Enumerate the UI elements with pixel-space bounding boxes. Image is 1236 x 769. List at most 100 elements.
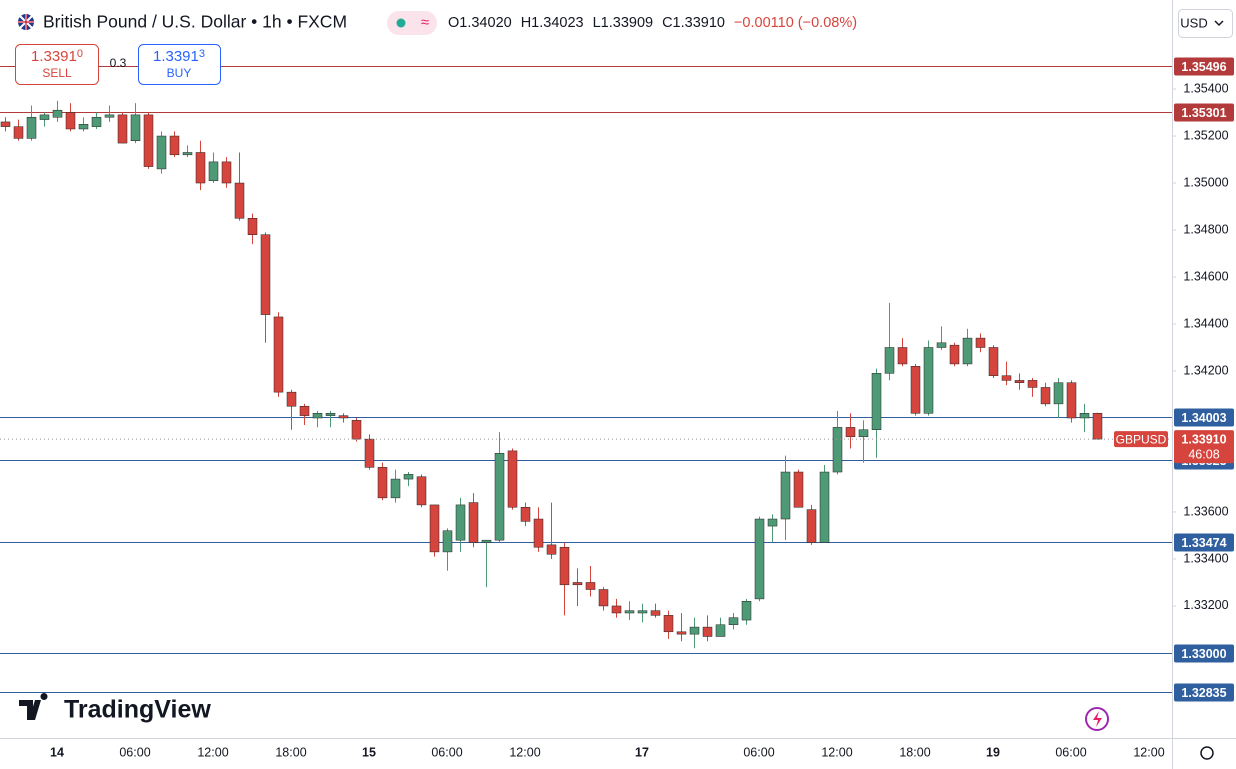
candle-body: [260, 234, 271, 315]
flag-cross-red: [18, 14, 34, 30]
candle-body: [455, 504, 466, 541]
flash-icon[interactable]: [1085, 707, 1109, 731]
level-label: 1.33474: [1181, 536, 1226, 550]
y-tick-label: 1.34200: [1183, 363, 1228, 377]
buy-button[interactable]: [138, 44, 221, 85]
brand: TradingView: [64, 696, 211, 724]
candle-body: [858, 429, 869, 438]
level-label-box: [1174, 103, 1234, 122]
candle-body: [338, 415, 349, 419]
x-tick-label: 06:00: [743, 745, 774, 759]
x-tick-label: 17: [635, 745, 649, 759]
candle-body: [1014, 380, 1025, 383]
candle-body: [637, 610, 648, 614]
candle-body: [91, 116, 102, 127]
candle-body: [663, 615, 674, 633]
candle-body: [624, 610, 635, 614]
level-label: 1.32835: [1181, 686, 1226, 700]
candle-body: [403, 474, 414, 480]
candle-body: [1001, 375, 1012, 381]
candle-body: [130, 114, 141, 141]
candle-body: [676, 631, 687, 635]
buy-price: 1.33913: [153, 48, 205, 65]
x-tick-label: 14: [50, 745, 64, 759]
candle-body: [533, 518, 544, 548]
candle-body: [806, 509, 817, 543]
ohlc-item: O1.34020: [448, 15, 512, 31]
y-tick-label: 1.33600: [1183, 504, 1228, 518]
candle-body: [429, 504, 440, 553]
currency-select[interactable]: [1178, 9, 1233, 38]
y-tick-label: 1.35400: [1183, 81, 1228, 95]
x-tick-label: 06:00: [119, 745, 150, 759]
candle-body: [416, 476, 427, 506]
sell-button[interactable]: [15, 44, 99, 85]
level-label-box: [1174, 683, 1234, 702]
candle-body: [962, 337, 973, 365]
candle-body: [364, 438, 375, 468]
candle-body: [182, 152, 193, 156]
candle-body: [910, 366, 921, 414]
last-price-label: 1.33910: [1181, 432, 1226, 446]
candle-body: [936, 342, 947, 348]
candle-body: [949, 344, 960, 365]
ohlc-values: O1.34020 H1.34023 L1.33909 C1.33910 −0.00110…: [448, 15, 857, 31]
y-tick-label: 1.33400: [1183, 551, 1228, 565]
last-price-box: [1174, 430, 1234, 464]
candle-body: [39, 114, 50, 120]
candle-body: [897, 347, 908, 365]
candle-body: [689, 626, 700, 635]
candle-body: [1027, 380, 1038, 388]
candle-body: [793, 471, 804, 508]
x-tick-label: 12:00: [509, 745, 540, 759]
candle-body: [117, 114, 128, 144]
candle-body: [104, 114, 115, 118]
buy-label: BUY: [167, 66, 192, 80]
candle-body: [520, 507, 531, 522]
x-tick-label: 12:00: [1133, 745, 1164, 759]
symbol-tag-box: [1114, 431, 1168, 448]
candle-body: [975, 337, 986, 348]
logo: TradingView: [19, 693, 211, 724]
sell-price: 1.33910: [31, 48, 83, 65]
buy-main: 1.3391: [153, 48, 199, 65]
sell-label: SELL: [42, 66, 72, 80]
y-tick-label: 1.33200: [1183, 598, 1228, 612]
candle-body: [702, 626, 713, 637]
candle-body: [559, 546, 570, 586]
status-badge[interactable]: [387, 11, 437, 35]
candle-body: [598, 589, 609, 607]
candle-body: [65, 112, 76, 130]
candle-body: [1079, 413, 1090, 419]
candle-body: [78, 124, 89, 130]
candle-body: [780, 471, 791, 520]
candle-body: [988, 347, 999, 376]
candle-body: [468, 502, 479, 543]
level-label: 1.35301: [1181, 106, 1226, 120]
x-tick-label: 12:00: [821, 745, 852, 759]
level-label: 1.35496: [1181, 60, 1226, 74]
candle-body: [611, 605, 622, 614]
candle-body: [351, 420, 362, 440]
market-open-dot: [396, 18, 406, 28]
candle-body: [767, 518, 778, 527]
x-tick-label: 18:00: [275, 745, 306, 759]
x-tick-label: 06:00: [1055, 745, 1086, 759]
candle-body: [325, 413, 336, 416]
candle-body: [650, 610, 661, 616]
candle-body: [845, 427, 856, 438]
level-label-box: [1174, 408, 1234, 427]
y-tick-label: 1.34800: [1183, 222, 1228, 236]
candle-body: [923, 347, 934, 414]
countdown: 46:08: [1188, 447, 1219, 461]
settings-icon[interactable]: [1200, 746, 1214, 760]
ohlc-item: H1.34023: [521, 15, 584, 31]
symbol-tag: GBPUSD: [1116, 432, 1167, 446]
candle-body: [169, 135, 180, 156]
header: British Pound / U.S. Dollar • 1h • FXCM …: [15, 11, 857, 85]
candle-body: [507, 450, 518, 508]
sell-main: 1.3391: [31, 48, 77, 65]
candle-body: [819, 471, 830, 543]
plot-area: [0, 66, 1172, 693]
